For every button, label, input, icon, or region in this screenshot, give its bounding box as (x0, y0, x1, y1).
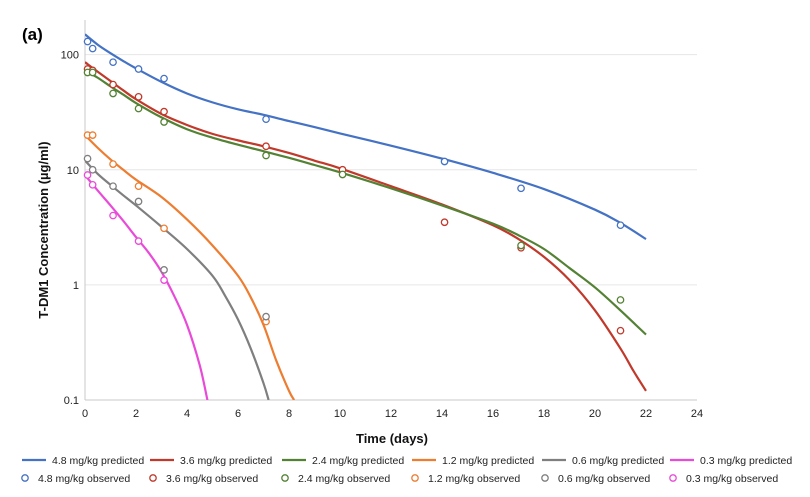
legend-label: 2.4 mg/kg predicted (312, 455, 404, 467)
series-line-1-2-predicted (85, 134, 296, 400)
data-point-4-8-observed (134, 65, 143, 73)
panel-label: (a) (22, 25, 43, 44)
data-point-0-3-observed (83, 171, 92, 179)
legend: 4.8 mg/kg predicted 3.6 mg/kg predicted 2.… (21, 455, 792, 485)
y-tick-label: 0.1 (64, 395, 79, 407)
legend-marker-swatch (149, 474, 157, 482)
x-tick-label: 22 (640, 408, 652, 420)
data-point-1-2-observed (160, 224, 168, 233)
data-point-2-4-observed (616, 296, 625, 304)
data-point-0-6-observed (134, 197, 143, 206)
data-point-3-6-observed (134, 92, 143, 101)
data-point-4-8-observed (440, 157, 449, 166)
data-point-1-2-observed (109, 160, 117, 168)
data-point-0-3-observed (160, 276, 168, 284)
data-point-2-4-observed (517, 241, 525, 250)
legend-label: 3.6 mg/kg observed (166, 473, 258, 485)
legend-label: 0.6 mg/kg observed (558, 473, 650, 485)
x-tick-label: 8 (286, 408, 292, 420)
data-point-3-6-observed (262, 142, 270, 151)
series-line-0-3-predicted (85, 174, 209, 400)
data-point-0-6-observed (262, 312, 270, 321)
legend-label: 3.6 mg/kg predicted (180, 455, 272, 467)
x-tick-label: 20 (589, 408, 601, 420)
data-point-4-8-observed (160, 74, 168, 83)
x-tick-label: 6 (235, 408, 241, 420)
legend-marker-swatch (541, 474, 549, 482)
data-point-0-6-observed (109, 182, 117, 191)
x-tick-label: 14 (436, 408, 448, 420)
x-tick-label: 24 (691, 408, 703, 420)
data-point-0-6-observed (160, 266, 168, 274)
legend-label: 1.2 mg/kg predicted (442, 455, 534, 467)
data-point-2-4-observed (88, 68, 97, 77)
data-point-3-6-observed (616, 326, 625, 335)
legend-label: 1.2 mg/kg observed (428, 473, 520, 485)
data-point-2-4-observed (160, 118, 168, 126)
y-tick-labels: 100 10 1 0.1 (61, 50, 79, 407)
axes (84, 20, 697, 401)
x-tick-label: 0 (82, 408, 88, 420)
x-tick-label: 12 (385, 408, 397, 420)
plot-area (83, 33, 647, 400)
x-axis-title: Time (days) (356, 431, 428, 446)
legend-marker-swatch (669, 474, 677, 482)
data-point-2-4-observed (338, 170, 347, 179)
data-point-4-8-observed (616, 221, 625, 230)
data-point-0-3-observed (109, 211, 117, 220)
legend-marker-swatch (411, 474, 419, 482)
x-tick-label: 16 (487, 408, 499, 420)
legend-label: 2.4 mg/kg observed (298, 473, 390, 485)
data-point-1-2-observed (134, 182, 143, 191)
data-point-0-3-observed (88, 180, 97, 189)
data-point-4-8-observed (88, 44, 97, 53)
data-point-3-6-observed (440, 218, 449, 227)
data-point-0-3-observed (134, 237, 143, 245)
data-point-3-6-observed (160, 107, 168, 116)
legend-label: 4.8 mg/kg predicted (52, 455, 144, 467)
data-point-3-6-observed (109, 80, 117, 89)
data-point-0-6-observed (83, 154, 92, 163)
grid (85, 54, 697, 286)
legend-label: 0.6 mg/kg predicted (572, 455, 664, 467)
legend-marker-swatch (21, 474, 29, 482)
legend-marker-swatch (281, 474, 289, 482)
data-point-2-4-observed (262, 151, 270, 160)
x-tick-label: 10 (334, 408, 346, 420)
data-point-4-8-observed (517, 184, 525, 193)
y-tick-label: 1 (73, 280, 79, 292)
data-point-4-8-observed (109, 58, 117, 67)
data-point-4-8-observed (262, 115, 270, 124)
legend-label: 4.8 mg/kg observed (38, 473, 130, 485)
series-line-2-4-predicted (85, 69, 647, 336)
data-point-0-6-observed (88, 165, 97, 174)
data-point-2-4-observed (134, 104, 143, 113)
y-tick-label: 10 (67, 165, 79, 177)
x-tick-labels: 0 2 4 6 8 10 12 14 16 18 20 22 24 (82, 408, 703, 420)
y-axis-title: T-DM1 Concentration (µg/ml) (36, 141, 51, 318)
legend-label: 0.3 mg/kg predicted (700, 455, 792, 467)
legend-label: 0.3 mg/kg observed (686, 473, 778, 485)
data-point-4-8-observed (83, 37, 92, 46)
series-line-4-8-predicted (85, 33, 647, 241)
x-tick-label: 2 (133, 408, 139, 420)
x-tick-label: 4 (184, 408, 190, 420)
data-point-1-2-observed (88, 131, 97, 139)
y-tick-label: 100 (61, 50, 79, 62)
series-line-3-6-predicted (85, 61, 647, 392)
x-tick-label: 18 (538, 408, 550, 420)
data-point-2-4-observed (109, 89, 117, 98)
